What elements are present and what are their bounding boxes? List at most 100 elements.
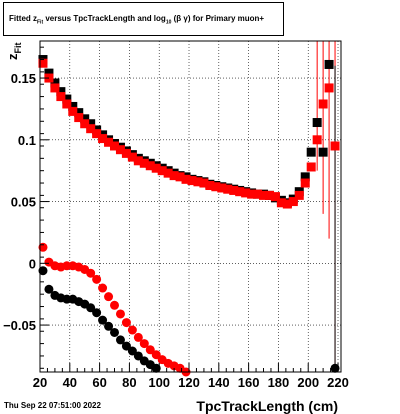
plot-frame [39,40,342,373]
x-tick-label: 40 [63,375,77,390]
data-point-square [187,176,197,186]
data-point-square [282,199,292,209]
y-axis-title-main: z [5,53,20,60]
data-point-square [68,106,78,116]
data-point-square [223,184,233,194]
data-point-circle [127,325,137,335]
data-point-square [175,172,185,182]
data-point-circle [133,332,143,342]
data-point-square [151,163,161,173]
data-point-square [56,87,66,97]
data-point-square [276,198,286,208]
data-point-circle [151,363,161,373]
data-point-square [163,168,173,178]
data-point-square [241,188,251,198]
x-tick-label: 20 [33,375,47,390]
y-tick-label: 0 [29,256,36,271]
x-axis-title: TpcTrackLength (cm) [196,398,338,414]
data-point-circle [127,346,137,356]
data-point-circle [330,363,340,373]
x-tick-label: 220 [327,375,349,390]
data-point-square [121,148,131,158]
data-point-square [217,183,227,193]
title-mid: versus TpcTrackLength and log [43,14,166,23]
chart-title: Fitted zFit versus TpcTrackLength and lo… [9,14,264,26]
data-point-circle [121,318,131,328]
data-point-circle [98,283,108,293]
svg-text:zFit: zFit [5,43,23,61]
data-point-circle [151,350,161,360]
x-tick-label: 100 [148,375,170,390]
data-point-circle [145,345,155,355]
data-point-square [139,158,149,168]
data-point-square [193,177,203,187]
data-point-square [127,152,137,162]
data-point-square [145,161,155,171]
data-point-circle [98,315,108,325]
data-point-square [253,189,263,199]
data-point-square [98,134,108,144]
data-point-circle [92,274,102,284]
data-point-square [306,162,316,172]
data-point-square [104,137,114,147]
data-point-square [211,182,221,192]
data-point-square [324,83,334,93]
data-point-square [306,147,316,157]
x-tick-label: 180 [268,375,290,390]
data-point-circle [92,308,102,318]
title-sub-10: 10 [165,19,172,26]
data-point-square [80,119,90,129]
error-bars [316,41,336,372]
data-markers [38,55,340,377]
x-tick-label: 160 [238,375,260,390]
data-point-square [86,119,96,129]
y-tick-label: −0.05 [3,318,36,333]
y-tick-label: 0.05 [11,195,36,210]
grid-lines [40,41,341,372]
data-point-square [115,145,125,155]
data-point-square [288,197,298,207]
data-point-square [330,141,340,151]
data-point-circle [44,284,54,294]
data-point-square [44,68,54,78]
data-point-square [74,108,84,118]
data-point-square [50,78,60,88]
title-box: Fitted zFit versus TpcTrackLength and lo… [3,2,284,36]
x-tick-label: 60 [92,375,106,390]
data-point-square [157,166,167,176]
data-point-square [300,172,310,182]
title-sub-fit: Fit [37,19,44,26]
data-point-square [68,101,78,111]
data-point-square [324,59,334,69]
y-axis-title-sub: Fit [13,43,23,54]
data-point-square [294,190,304,200]
axis-ticks [39,46,339,372]
data-point-square [312,118,322,128]
data-point-square [205,181,215,191]
x-tick-label: 120 [178,375,200,390]
data-point-square [110,141,120,151]
data-point-square [264,190,274,200]
data-point-circle [121,341,131,351]
x-tick-label: 80 [122,375,136,390]
data-point-square [56,92,66,102]
data-point-square [259,190,269,200]
y-tick-label: 0.15 [11,71,36,86]
x-tick-label: 140 [208,375,230,390]
data-point-circle [86,303,96,313]
data-point-square [62,94,72,104]
data-point-circle [139,339,149,349]
data-point-circle [115,309,125,319]
data-point-square [92,129,102,139]
data-point-square [74,113,84,123]
data-point-square [300,178,310,188]
data-point-circle [104,292,114,302]
data-point-square [318,147,328,157]
x-tick-label: 200 [297,375,319,390]
data-point-square [235,187,245,197]
tick-labels: 20 40 60 80 100 120 140 160 180 200 220 −0.05 0 0.05 0… [3,71,349,390]
title-prefix: Fitted z [9,14,37,23]
data-point-circle [104,321,114,331]
data-point-circle [38,266,48,276]
